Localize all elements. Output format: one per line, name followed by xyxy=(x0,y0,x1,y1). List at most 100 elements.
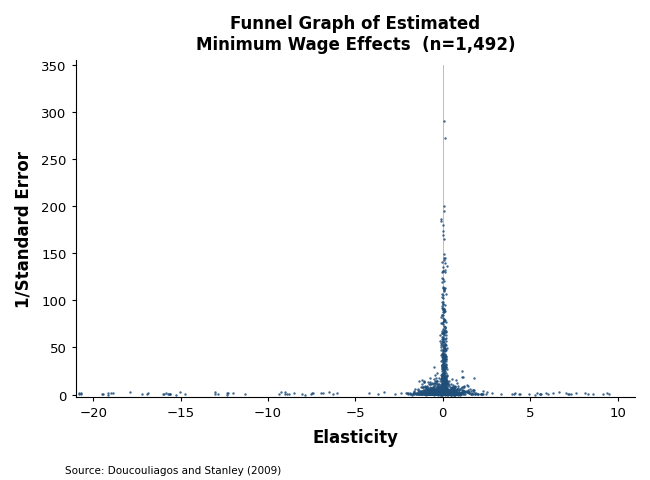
Point xyxy=(426,385,437,393)
Point xyxy=(420,391,430,398)
Point xyxy=(430,390,441,397)
Point xyxy=(437,380,448,388)
Point xyxy=(438,348,448,355)
Point xyxy=(424,386,435,394)
Point xyxy=(449,384,460,392)
Point xyxy=(409,388,419,396)
Point xyxy=(440,388,450,396)
Point xyxy=(429,385,439,393)
Point xyxy=(450,388,460,396)
Point xyxy=(413,391,424,398)
Point xyxy=(430,387,440,395)
Point xyxy=(280,390,291,398)
Point xyxy=(440,386,450,394)
Point xyxy=(437,376,447,384)
Point xyxy=(450,388,461,396)
Point xyxy=(441,355,451,363)
Point xyxy=(424,384,435,391)
Point xyxy=(439,390,449,397)
Point xyxy=(435,390,445,398)
Point xyxy=(435,387,445,395)
X-axis label: Elasticity: Elasticity xyxy=(313,428,398,446)
Point xyxy=(410,389,420,396)
Point xyxy=(439,364,449,372)
Point xyxy=(437,348,448,356)
Point xyxy=(416,388,426,396)
Point xyxy=(448,388,458,396)
Point xyxy=(438,275,448,283)
Point xyxy=(439,390,450,398)
Point xyxy=(430,390,440,398)
Point xyxy=(450,386,460,394)
Point xyxy=(423,391,434,398)
Point xyxy=(439,384,449,391)
Point xyxy=(417,381,427,388)
Point xyxy=(422,389,432,397)
Point xyxy=(429,391,439,398)
Point xyxy=(441,389,451,397)
Point xyxy=(437,379,448,387)
Point xyxy=(228,389,239,397)
Point xyxy=(468,387,478,395)
Point xyxy=(441,391,452,398)
Point xyxy=(458,391,468,398)
Point xyxy=(452,389,463,397)
Point xyxy=(437,365,448,372)
Point xyxy=(435,389,445,396)
Point xyxy=(445,387,456,395)
Point xyxy=(431,386,441,394)
Point xyxy=(438,371,448,378)
Point xyxy=(439,386,450,394)
Point xyxy=(431,389,441,396)
Point xyxy=(441,388,452,396)
Point xyxy=(433,391,443,398)
Point xyxy=(443,389,454,396)
Point xyxy=(419,378,430,385)
Point xyxy=(448,384,458,392)
Point xyxy=(438,390,448,397)
Point xyxy=(420,391,430,398)
Point xyxy=(439,388,450,396)
Point xyxy=(435,391,445,398)
Point xyxy=(411,390,421,398)
Point xyxy=(439,390,449,397)
Point xyxy=(436,389,446,397)
Point xyxy=(440,379,450,387)
Point xyxy=(213,391,224,398)
Point xyxy=(413,390,423,397)
Point xyxy=(424,389,434,397)
Point xyxy=(436,391,446,398)
Point xyxy=(438,335,448,342)
Point xyxy=(405,390,415,398)
Point xyxy=(436,342,447,349)
Point xyxy=(445,383,455,391)
Point xyxy=(165,391,176,398)
Point xyxy=(436,386,446,394)
Point xyxy=(425,388,436,396)
Point xyxy=(447,387,458,395)
Point xyxy=(432,378,442,385)
Point xyxy=(438,386,448,394)
Point xyxy=(450,390,460,398)
Point xyxy=(448,391,459,398)
Point xyxy=(439,390,449,398)
Point xyxy=(452,389,463,397)
Point xyxy=(454,386,464,394)
Point xyxy=(439,367,449,374)
Point xyxy=(446,390,456,397)
Point xyxy=(439,309,449,316)
Point xyxy=(439,380,449,387)
Point xyxy=(439,363,450,371)
Point xyxy=(441,345,452,352)
Point xyxy=(425,387,436,395)
Point xyxy=(447,390,458,398)
Point xyxy=(438,370,448,377)
Point xyxy=(437,334,448,342)
Point xyxy=(448,383,458,391)
Point xyxy=(426,386,437,394)
Point xyxy=(411,390,421,398)
Point xyxy=(438,377,448,384)
Point xyxy=(448,383,459,391)
Point xyxy=(417,391,427,398)
Point xyxy=(436,387,447,395)
